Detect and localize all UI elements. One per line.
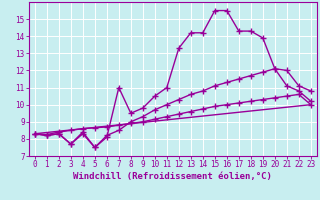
X-axis label: Windchill (Refroidissement éolien,°C): Windchill (Refroidissement éolien,°C) (73, 172, 272, 181)
